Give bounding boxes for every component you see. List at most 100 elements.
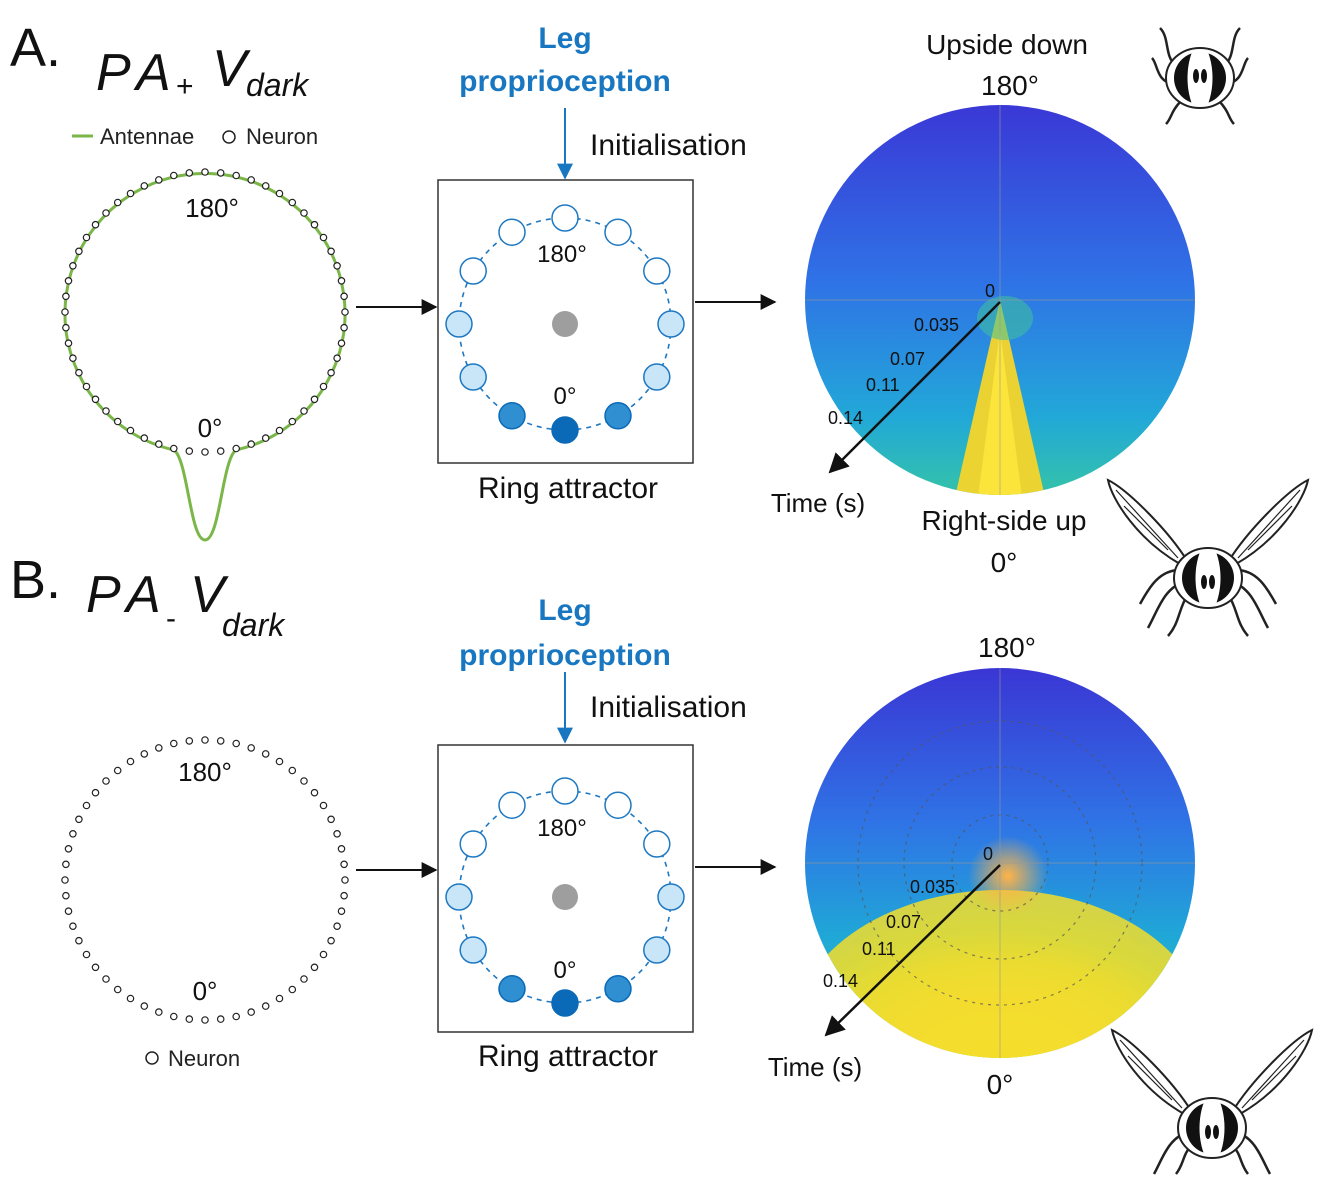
neuron xyxy=(319,950,328,959)
neuron xyxy=(91,220,100,229)
neuron xyxy=(319,382,328,391)
neuron xyxy=(185,737,194,745)
panel-a-input: Leg proprioception Initialisation xyxy=(459,22,747,180)
neuron xyxy=(126,757,135,766)
neuron-legend-label: Neuron xyxy=(246,124,318,149)
neuron xyxy=(102,777,110,785)
neuron xyxy=(201,448,209,456)
polar-origin-label: 0 xyxy=(985,281,995,301)
panel-a-title-sign: + xyxy=(176,70,194,103)
neuron xyxy=(340,323,348,332)
neuron xyxy=(185,447,194,455)
neuron-legend-swatch xyxy=(145,1051,159,1065)
neuron xyxy=(91,788,100,797)
radial-tick-3: 0.11 xyxy=(862,939,896,959)
panel-b-legend: Neuron xyxy=(145,1046,240,1071)
attractor-neuron xyxy=(657,883,685,911)
neuron xyxy=(333,922,341,931)
attractor-neuron xyxy=(643,830,671,858)
attractor-neuron xyxy=(498,402,526,430)
neuron xyxy=(319,233,328,242)
neuron xyxy=(216,447,225,455)
attractor-neuron xyxy=(498,218,526,246)
neuron xyxy=(69,354,77,363)
neuron xyxy=(275,994,284,1003)
neuron xyxy=(155,1008,163,1016)
neuron xyxy=(232,739,241,748)
neuron xyxy=(113,417,122,426)
left-ring-label-top: 180° xyxy=(185,193,239,223)
ring-attractor-label-top: 180° xyxy=(537,241,587,268)
radial-tick-4: 0.14 xyxy=(823,971,858,991)
attractor-neuron xyxy=(445,310,473,338)
neuron xyxy=(288,198,297,207)
neuron xyxy=(82,950,91,959)
polar-bottom-label-2: 0° xyxy=(991,547,1018,578)
neuron xyxy=(232,171,241,180)
left-ring-label-bottom: 0° xyxy=(193,976,218,1006)
neuron xyxy=(327,247,335,256)
panel-b-left-ring: 180° 0° xyxy=(61,736,349,1024)
neuron xyxy=(327,815,335,824)
attractor-neuron xyxy=(498,975,526,1003)
neuron xyxy=(126,426,135,435)
neuron xyxy=(216,169,225,177)
neuron xyxy=(62,891,70,900)
polar-top-label-2: 180° xyxy=(978,632,1036,663)
panel-a-title-v: V xyxy=(212,40,251,98)
neuron xyxy=(170,739,178,748)
left-ring-label-bottom: 0° xyxy=(198,413,223,443)
initialisation-label: Initialisation xyxy=(590,129,747,162)
neuron xyxy=(333,829,341,838)
polar-top-label-2: 180° xyxy=(981,70,1039,101)
neuron xyxy=(155,440,163,448)
polar-top-label-1: Upside down xyxy=(926,29,1088,60)
neuron xyxy=(288,985,297,994)
neuron xyxy=(102,975,110,983)
neuron xyxy=(126,189,135,198)
neuron xyxy=(216,737,225,745)
neuron xyxy=(261,434,270,442)
panel-a-title-p: P xyxy=(96,44,131,102)
proprioception-label: proprioception xyxy=(459,65,671,98)
neuron xyxy=(327,368,335,377)
fly-right-side-up-icon xyxy=(1106,478,1310,637)
panel-a-title-a: A xyxy=(133,44,171,102)
antennae-curve xyxy=(63,172,347,542)
neuron xyxy=(261,750,270,758)
neuron xyxy=(310,220,319,229)
leg-label: Leg xyxy=(538,22,591,55)
neuron-legend-swatch xyxy=(222,130,236,144)
panel-a-polar-plot: 0 0.035 0.07 0.11 0.14 Time (s) Upside d… xyxy=(771,29,1195,578)
neuron xyxy=(275,189,284,198)
panel-b-title-p: P xyxy=(86,566,121,624)
neuron xyxy=(300,777,308,785)
neuron xyxy=(64,339,73,348)
neuron xyxy=(91,963,100,972)
panel-b-input: Leg proprioception Initialisation xyxy=(459,594,747,744)
initialisation-label: Initialisation xyxy=(590,691,747,724)
radial-tick-2: 0.07 xyxy=(890,349,925,369)
fly-right-side-up-icon xyxy=(1110,1028,1314,1175)
attractor-neuron xyxy=(604,402,632,430)
neuron xyxy=(232,1012,241,1021)
radial-tick-1: 0.035 xyxy=(914,315,959,335)
neuron xyxy=(113,766,122,775)
neuron xyxy=(247,440,256,448)
neuron xyxy=(91,395,100,404)
time-axis xyxy=(824,864,1001,1037)
neuron xyxy=(170,171,178,180)
attractor-neuron xyxy=(604,791,632,819)
neuron xyxy=(75,247,83,256)
ring-attractor-label-top: 180° xyxy=(537,815,587,842)
polar-origin-label: 0 xyxy=(983,844,993,864)
panel-b-letter: B. xyxy=(10,550,61,610)
neuron xyxy=(261,182,270,190)
neuron xyxy=(64,276,73,285)
neuron xyxy=(170,1012,178,1021)
neuron xyxy=(62,292,70,301)
neuron xyxy=(232,444,241,453)
attractor-neuron xyxy=(459,257,487,285)
neuron xyxy=(113,198,122,207)
